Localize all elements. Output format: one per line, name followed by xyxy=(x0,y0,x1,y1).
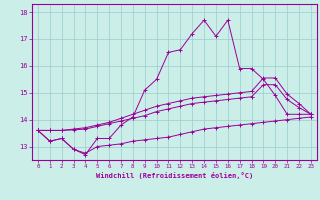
X-axis label: Windchill (Refroidissement éolien,°C): Windchill (Refroidissement éolien,°C) xyxy=(96,172,253,179)
